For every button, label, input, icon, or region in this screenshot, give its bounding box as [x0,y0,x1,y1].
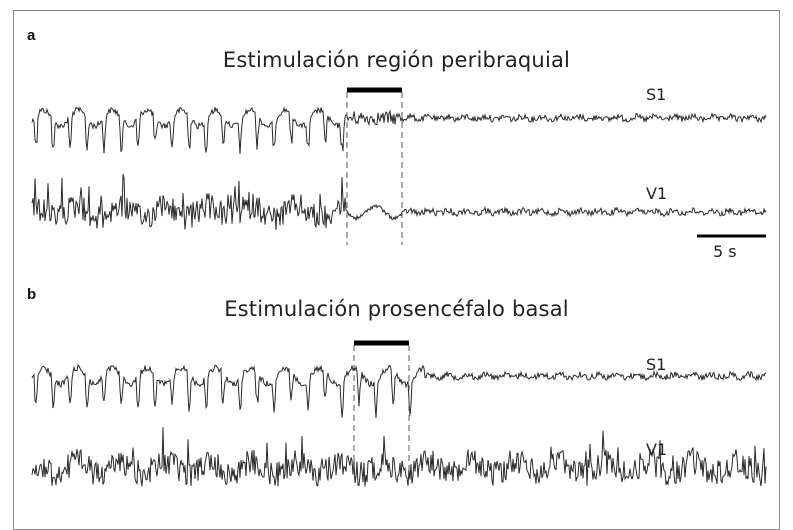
panel-title-b: Estimulación prosencéfalo basal [224,297,569,321]
trace-b-s1 [31,363,767,419]
panel-b-graphics [31,340,767,487]
panel-title-a: Estimulación región peribraquial [222,48,571,72]
scale-bar-label: 5 s [713,242,737,261]
trace-a-v1 [31,173,767,230]
trace-b-v1 [31,427,767,487]
panel-a-graphics [31,87,767,245]
trace-label-a-v1: V1 [646,184,668,203]
panel-letter-a: a [27,27,36,44]
trace-label-b-s1: S1 [646,355,667,374]
trace-a-s1 [31,106,767,154]
trace-label-a-s1: S1 [646,85,667,104]
panel-letter-b: b [27,286,37,303]
trace-label-b-v1: V1 [646,440,668,459]
